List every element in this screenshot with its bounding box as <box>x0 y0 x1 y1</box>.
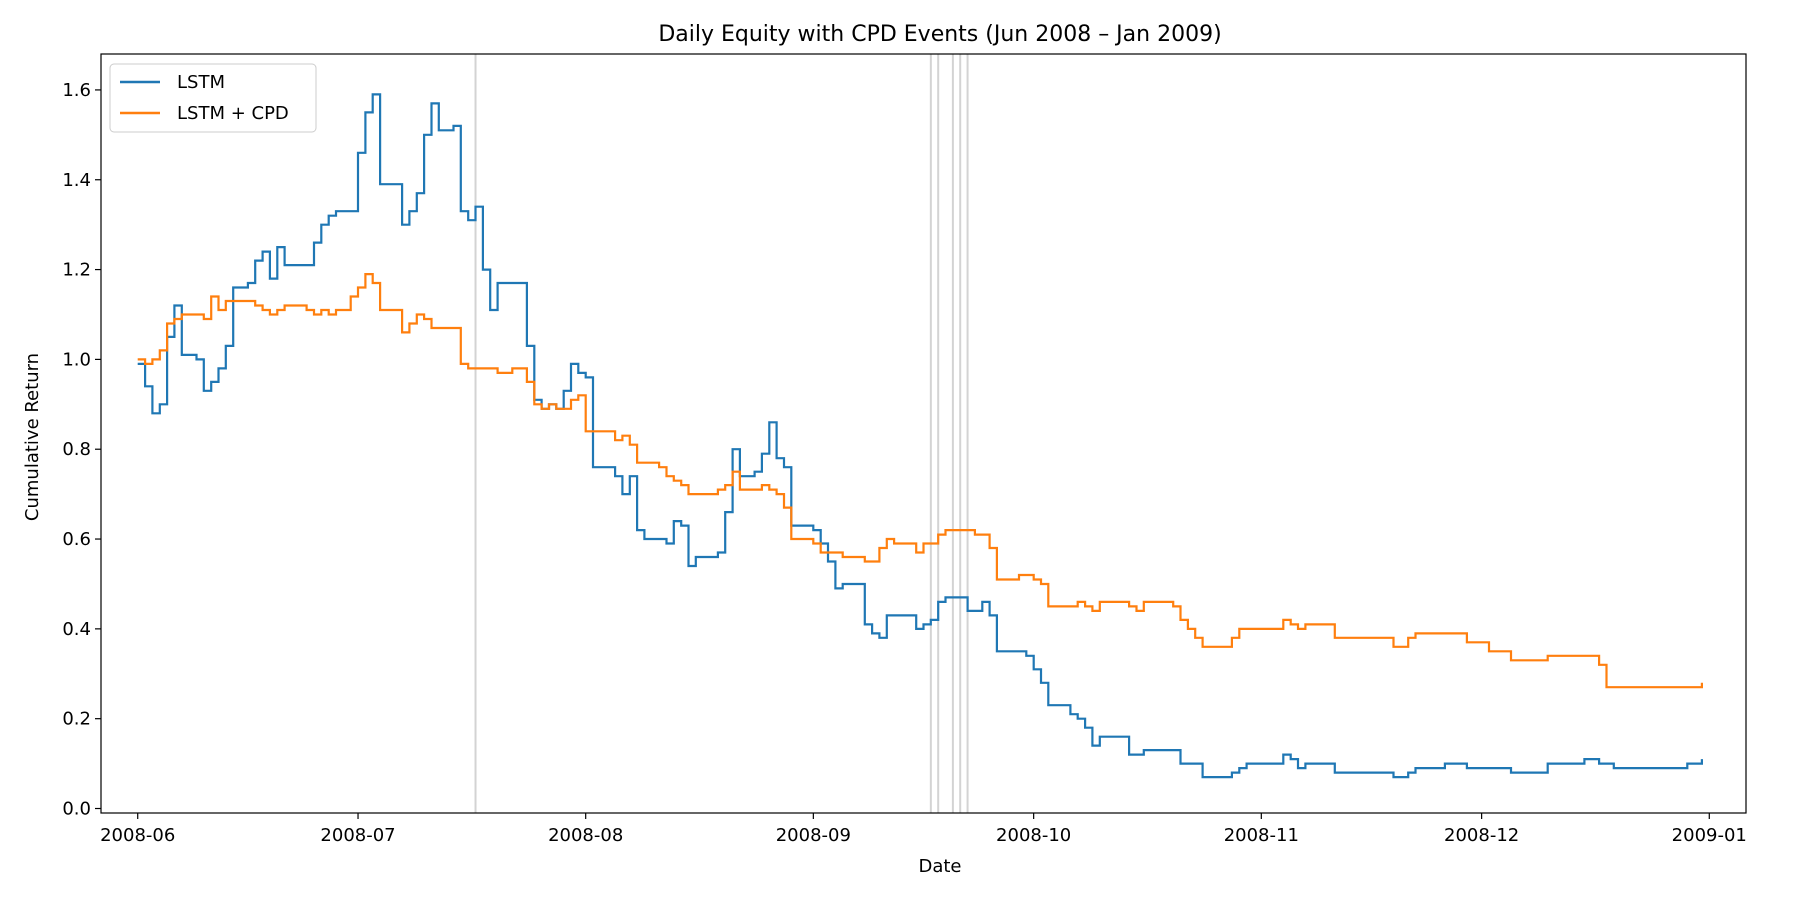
series-line-lstm <box>137 93 1703 779</box>
y-tick-label: 0.0 <box>62 799 91 820</box>
y-tick-label: 1.6 <box>62 80 91 101</box>
y-tick-label: 1.4 <box>62 170 91 191</box>
x-tick-label: 2008-09 <box>776 825 851 846</box>
y-tick-label: 0.6 <box>62 529 91 550</box>
x-tick-label: 2009-01 <box>1672 825 1747 846</box>
series-line-lstm-cpd <box>137 273 1703 689</box>
chart-title: Daily Equity with CPD Events (Jun 2008 –… <box>658 22 1221 47</box>
legend: LSTM LSTM + CPD <box>109 63 317 133</box>
y-tick-label: 0.4 <box>62 619 91 640</box>
y-tick-label: 0.8 <box>62 439 91 460</box>
legend-label-lstm: LSTM <box>177 72 225 93</box>
legend-box <box>109 63 317 133</box>
series-lines <box>137 93 1703 779</box>
y-tick-label: 1.2 <box>62 260 91 281</box>
x-tick-label: 2008-07 <box>320 825 395 846</box>
x-axis-ticks: 2008-06 2008-07 2008-08 2008-09 2008-10 2008-… <box>100 813 1747 846</box>
x-tick-label: 2008-06 <box>100 825 175 846</box>
y-axis-label: Cumulative Return <box>22 353 43 521</box>
y-tick-label: 1.0 <box>62 349 91 370</box>
x-axis-label: Date <box>918 856 961 877</box>
x-tick-label: 2008-11 <box>1224 825 1299 846</box>
y-tick-label: 0.2 <box>62 709 91 730</box>
cpd-event-lines <box>474 54 969 813</box>
plot-frame <box>100 53 1747 814</box>
y-axis-ticks: 0.0 0.2 0.4 0.6 0.8 1.0 1.2 1.4 1.6 <box>62 80 101 820</box>
x-tick-label: 2008-12 <box>1444 825 1519 846</box>
x-tick-label: 2008-10 <box>996 825 1071 846</box>
x-tick-label: 2008-08 <box>548 825 623 846</box>
legend-label-lstm-cpd: LSTM + CPD <box>177 103 289 124</box>
